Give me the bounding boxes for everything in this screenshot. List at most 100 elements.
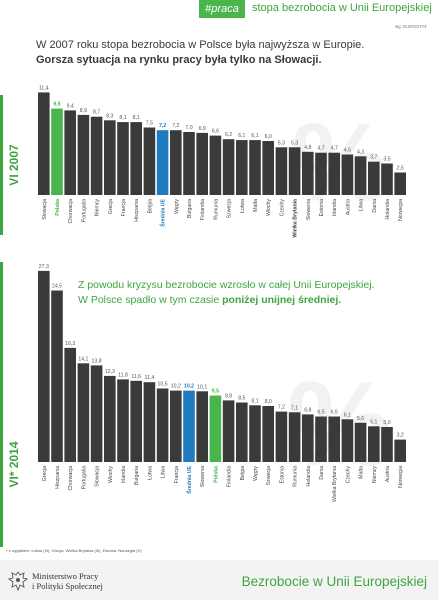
category-label-2007-11: Bułgaria [187,199,193,218]
category-label-2007-18: Czechy [279,199,285,217]
bar-2014-3 [77,363,90,462]
category-label-2014-10: Francja [174,466,180,483]
value-label-2007-19: 5,3 [291,140,298,146]
bar-2014-17 [262,406,274,462]
bar-2007-9 [156,130,169,195]
bar-2014-21 [315,416,327,462]
category-label-2007-25: Dania [372,199,378,213]
value-label-2007-0: 11,4 [39,85,49,91]
category-label-2014-15: Belgia [240,466,246,481]
value-label-2007-2: 9,4 [67,103,74,109]
value-label-2014-3: 14,1 [78,356,88,362]
category-label-2014-20: Holandia [306,466,312,487]
mid-text-part1: Z powodu kryzysu bezrobocie wzrosło w ca… [78,279,375,306]
value-label-2014-2: 16,3 [65,341,75,347]
bar-2014-27 [394,439,406,462]
category-label-2007-15: Łotwa [240,199,246,213]
category-label-2007-24: Litwa [359,199,365,211]
category-label-2007-21: Estonia [319,199,325,216]
bar-2007-2 [64,110,76,195]
bar-2014-9 [156,388,169,462]
category-label-2014-25: Niemcy [372,466,378,484]
bar-2014-5 [104,375,116,462]
mid-text: Z powodu kryzysu bezrobocie wzrosło w ca… [78,278,378,308]
period-accent-bar-2007 [0,95,3,235]
bar-2007-13 [209,135,222,195]
bar-2007-16 [249,140,261,195]
bar-2014-16 [249,405,261,462]
value-label-2014-10: 10,2 [171,384,181,390]
value-label-2014-7: 11,6 [131,374,141,380]
category-label-2014-8: Łotwa [147,466,153,480]
category-label-2014-12: Słowenia [200,466,206,487]
category-label-2014-13: Polska [213,466,219,483]
ministry-line1: Ministerstwo Pracy [32,571,99,581]
value-label-2007-25: 3,7 [370,155,377,161]
category-label-2007-9: Średnia UE [160,198,167,226]
category-label-2007-3: Portugalia [81,199,87,222]
value-label-2007-18: 5,3 [278,140,285,146]
bar-2007-21 [315,152,327,195]
category-label-2007-27: Norwegia [398,199,404,221]
bar-2007-20 [302,151,314,195]
period-accent-bar-2014 [0,262,3,547]
category-label-2007-0: Słowacja [42,199,48,220]
value-label-2007-14: 6,2 [225,132,232,138]
bar-2007-0 [38,92,50,195]
value-label-2007-16: 6,1 [251,133,258,139]
bar-2014-12 [196,391,208,462]
value-label-2007-8: 7,5 [146,121,153,127]
value-label-2014-18: 7,2 [278,405,285,411]
category-label-2014-26: Austria [385,466,391,482]
category-label-2014-5: Włochy [108,466,114,483]
bar-2014-8 [143,382,156,462]
bar-2007-24 [354,156,367,195]
value-label-2007-4: 8,7 [93,110,100,116]
category-label-2007-26: Holandia [385,199,391,220]
category-label-2007-1: Polska [55,199,61,216]
bar-2007-22 [328,152,340,195]
category-label-2007-20: Słowenia [306,199,312,220]
category-label-2014-18: Estonia [279,466,285,483]
bar-2007-26 [381,163,393,195]
footnote: * z wyjątkiem: Łotwa (III), Grecja, Wiel… [6,548,142,553]
category-label-2007-8: Belgia [147,199,153,214]
header: #praca stopa bezrobocia w Unii Europejsk… [0,0,439,22]
bar-2007-5 [104,120,116,195]
category-label-2014-7: Bułgaria [134,466,140,485]
bar-2007-11 [183,132,195,195]
value-label-2007-11: 7,0 [185,125,192,131]
value-label-2014-14: 8,8 [225,393,232,399]
bar-2014-10 [170,390,182,462]
category-label-2007-14: Szwecja [227,199,233,218]
value-label-2007-15: 6,1 [238,133,245,139]
category-label-2007-22: Irlandia [332,199,338,216]
bar-2007-25 [368,161,380,195]
bar-2014-6 [117,379,129,462]
value-label-2014-27: 3,2 [397,433,404,439]
bar-2014-2 [64,347,76,462]
unemployment-charts: %VI 200711,4Słowacja9,6Polska9,4Chorwacj… [0,85,406,547]
bar-2007-12 [196,132,208,195]
category-label-2007-2: Chorwacja [68,199,74,224]
bar-2007-15 [236,140,248,195]
bar-2007-19 [288,147,301,195]
ministry-line2: i Polityki Społecznej [32,580,103,591]
value-label-2014-11: 10,2 [184,384,194,390]
value-label-2014-6: 11,8 [118,372,128,378]
value-label-2007-1: 9,6 [53,102,60,108]
bar-2007-18 [275,147,288,195]
value-label-2007-3: 8,9 [80,108,87,114]
category-label-2007-10: Węgry [174,199,180,214]
bar-2014-14 [222,400,235,462]
value-label-2007-10: 7,2 [172,123,179,129]
value-label-2014-13: 9,5 [212,389,219,395]
period-label-2014: VI* 2014 [7,441,21,487]
value-label-2014-16: 8,1 [251,398,258,404]
value-label-2007-13: 6,6 [212,129,219,135]
category-label-2014-9: Litwa [161,466,167,478]
value-label-2007-20: 4,8 [304,145,311,151]
bar-2014-13 [209,395,222,462]
intro-text: W 2007 roku stopa bezrobocia w Polsce by… [36,38,396,68]
category-label-2014-1: Hiszpania [55,466,61,489]
